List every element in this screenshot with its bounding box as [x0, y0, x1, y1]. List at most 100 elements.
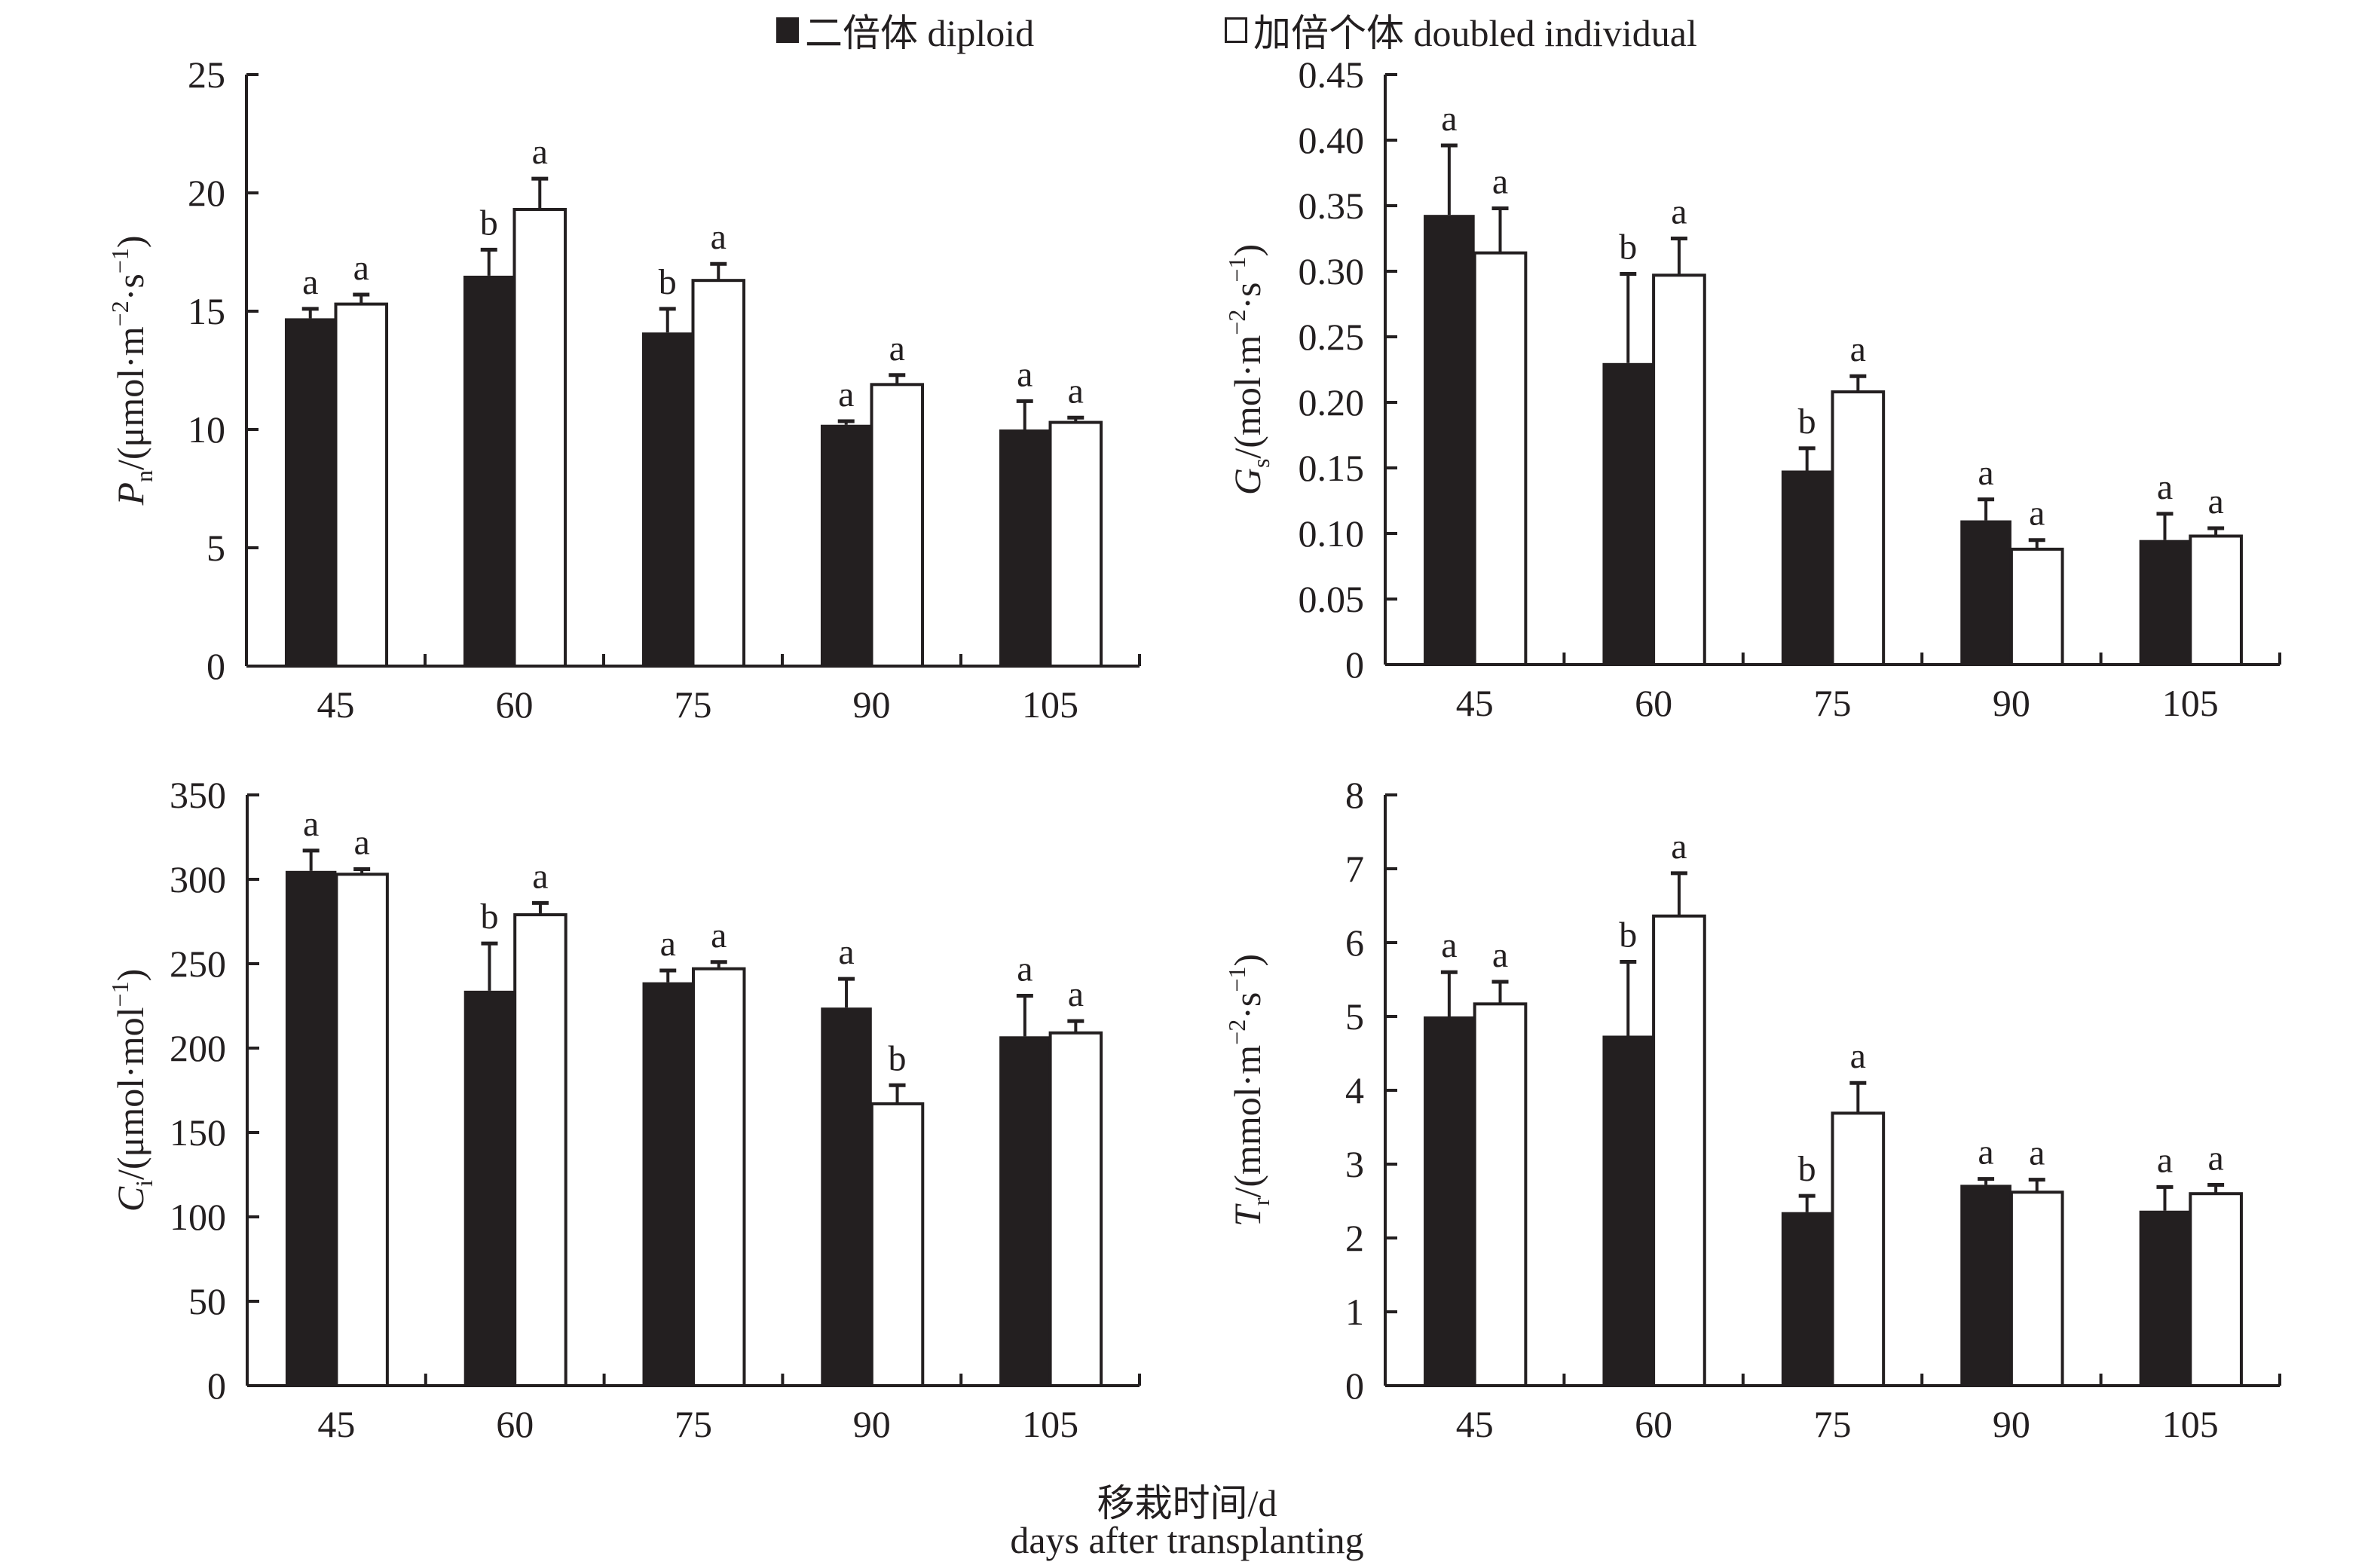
x-tick-label: 45	[1456, 1403, 1494, 1445]
x-tick-label: 75	[675, 1403, 712, 1445]
significance-letter: a	[1978, 1132, 1993, 1172]
significance-letter: b	[1798, 402, 1816, 442]
bar-diploid	[1602, 1035, 1654, 1386]
significance-letter: a	[711, 217, 727, 257]
y-tick-label: 5	[1345, 995, 1364, 1038]
bar-doubled	[1652, 914, 1706, 1387]
y-tick-label: 0.45	[1299, 53, 1365, 96]
legend-swatch-doubled	[1225, 17, 1247, 43]
y-tick-label: 7	[1345, 848, 1364, 890]
significance-letter: a	[1492, 935, 1508, 975]
y-tick-label: 100	[170, 1196, 226, 1238]
bar-doubled	[2009, 547, 2064, 666]
bar-doubled	[334, 302, 389, 668]
x-tick-label: 60	[1635, 682, 1672, 724]
y-axis-title-part: ·s	[1226, 992, 1268, 1019]
x-tick-label: 75	[675, 683, 712, 726]
significance-letter: a	[1850, 1036, 1866, 1076]
y-tick-label: 0.20	[1299, 381, 1365, 423]
y-axis-title: Tr/(mmol·m−2·s−1)	[1223, 954, 1274, 1227]
x-tick-label: 105	[2162, 1403, 2219, 1445]
y-axis-title-part: P	[109, 482, 151, 506]
y-axis-title-part: )	[1226, 954, 1268, 967]
x-tick-label: 90	[853, 1403, 891, 1445]
significance-letter: a	[353, 248, 369, 288]
y-axis-title-part: /(mol·m	[1226, 335, 1268, 459]
significance-letter: a	[1068, 974, 1084, 1014]
x-tick-label: 60	[1635, 1403, 1672, 1445]
bar-diploid	[1781, 470, 1833, 665]
y-tick-label: 0.35	[1299, 185, 1365, 227]
x-tick-label: 75	[1814, 1403, 1852, 1445]
significance-letter: a	[1492, 161, 1508, 201]
y-axis-title-part: −2	[1223, 310, 1250, 335]
chart-panel-gs: 0 0.05 0.10 0.15 0.20 0.25 0.30 0.35 0.40 0.45 45 6…	[1223, 53, 2281, 724]
bar-diploid	[1602, 362, 1654, 665]
legend-label-diploid: 二倍体 diploid	[805, 12, 1035, 54]
y-axis-title-part: )	[1226, 244, 1268, 257]
y-tick-label: 25	[188, 53, 225, 96]
significance-letter: a	[838, 374, 854, 414]
significance-letter: a	[711, 915, 727, 955]
bar-doubled	[2189, 534, 2243, 666]
y-axis-title-part: )	[109, 235, 151, 248]
x-axis-title-zh: 移栽时间/d	[1097, 1482, 1277, 1524]
significance-letter: a	[1068, 371, 1084, 411]
legend-item-diploid: 二倍体 diploid	[776, 3, 1034, 57]
y-axis-title: Pn/(μmol·m−2·s−1)	[106, 235, 158, 506]
y-tick-label: 0.30	[1299, 250, 1365, 292]
x-tick-label: 45	[1456, 682, 1494, 724]
bar-doubled	[2189, 1192, 2243, 1387]
significance-letter: b	[889, 1038, 907, 1078]
bar-diploid	[1424, 215, 1475, 665]
y-tick-label: 0	[207, 645, 225, 687]
bar-diploid	[642, 982, 693, 1386]
bar-doubled	[1831, 390, 1886, 667]
bar-doubled	[1473, 1002, 1528, 1387]
bar-doubled	[692, 967, 746, 1387]
x-tick-label: 60	[496, 1403, 534, 1445]
significance-letter: a	[302, 262, 318, 302]
y-tick-label: 2	[1345, 1217, 1364, 1259]
x-tick-label: 75	[1814, 682, 1852, 724]
significance-letter: a	[1671, 827, 1687, 867]
y-axis-title-part: −2	[1223, 1019, 1250, 1045]
bar-doubled	[691, 279, 746, 668]
y-axis-title-part: /(μmol·m	[109, 326, 151, 470]
bar-doubled	[1652, 274, 1706, 667]
y-tick-label: 0	[1345, 643, 1364, 686]
y-axis-title-part: −1	[106, 981, 133, 1007]
legend-item-doubled: 加倍个体 doubled individual	[1225, 3, 1697, 57]
y-tick-label: 50	[188, 1280, 226, 1322]
bar-doubled	[1048, 1031, 1103, 1387]
significance-letter: a	[1850, 329, 1866, 369]
x-tick-label: 90	[1993, 1403, 2030, 1445]
bar-doubled	[2009, 1191, 2064, 1387]
y-tick-label: 4	[1345, 1069, 1364, 1111]
y-tick-label: 0.10	[1299, 512, 1365, 555]
y-tick-label: 200	[170, 1027, 226, 1069]
significance-letter: a	[838, 932, 854, 972]
y-tick-label: 15	[188, 290, 225, 332]
legend-label-doubled: 加倍个体 doubled individual	[1253, 12, 1697, 54]
significance-letter: a	[660, 924, 676, 964]
x-tick-label: 45	[317, 1403, 355, 1445]
significance-letter: a	[2029, 1133, 2045, 1173]
bar-diploid	[641, 332, 693, 666]
y-axis-title-part: r	[1247, 1197, 1274, 1206]
bar-diploid	[821, 1007, 872, 1386]
significance-letter: a	[1441, 99, 1457, 139]
y-axis-title-part: −1	[1223, 967, 1250, 992]
significance-letter: a	[303, 804, 319, 844]
bar-diploid	[1424, 1016, 1475, 1386]
x-tick-label: 105	[2162, 682, 2219, 724]
significance-letter: a	[532, 132, 548, 172]
significance-letter: a	[2207, 481, 2223, 521]
y-tick-label: 0.25	[1299, 316, 1365, 358]
y-tick-label: 20	[188, 172, 225, 214]
x-tick-label: 90	[1993, 682, 2030, 724]
bar-diploid	[463, 275, 515, 666]
significance-letter: a	[532, 856, 548, 896]
